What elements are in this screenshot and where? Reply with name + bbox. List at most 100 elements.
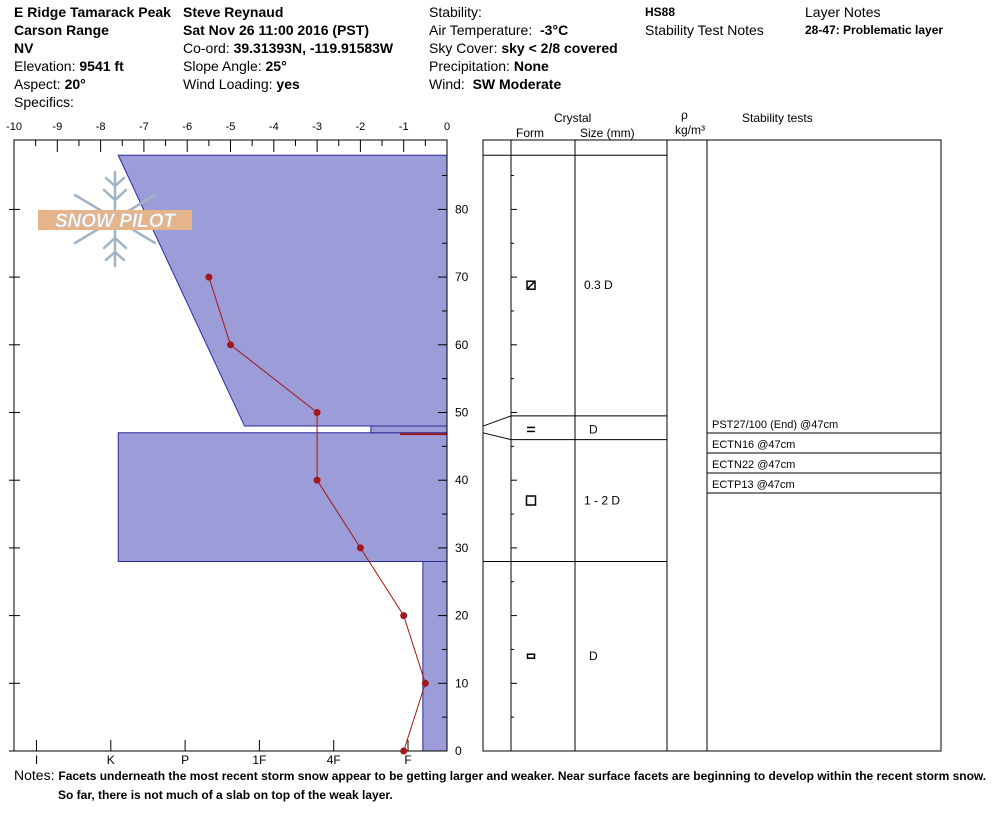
crystal-size-label: 1 - 2 D bbox=[584, 494, 620, 508]
temp-tick-label: -4 bbox=[269, 121, 279, 133]
temp-tick-label: -1 bbox=[399, 121, 409, 133]
range-name: Carson Range bbox=[14, 22, 109, 38]
height-axis: 0 10 20 30 40 50 60 70 80 bbox=[9, 175, 469, 758]
height-tick-label: 20 bbox=[455, 609, 469, 623]
form-header: Form bbox=[516, 126, 544, 140]
hardness-tick-label: P bbox=[181, 753, 189, 767]
notes-label: Notes: bbox=[14, 767, 55, 783]
hardness-profile bbox=[117, 154, 448, 752]
slope-row: Slope Angle: 25° bbox=[183, 58, 287, 74]
hardness-layer bbox=[117, 432, 448, 562]
graupel-icon bbox=[526, 280, 536, 290]
graupel-icon-slash bbox=[526, 280, 536, 290]
temp-tick-label: -9 bbox=[52, 121, 62, 133]
temp-tick-label: -5 bbox=[226, 121, 236, 133]
temperature-point bbox=[400, 747, 408, 755]
crystal-size-label: D bbox=[589, 649, 598, 663]
temp-tick-label: -6 bbox=[182, 121, 192, 133]
stability-test-label: ECTN22 @47cm bbox=[712, 459, 795, 471]
aspect-value: 20° bbox=[64, 76, 86, 92]
layer-columns: 0.3 D D 1 - 2 D D PST27/100 (End) @47cm ECTN1… bbox=[482, 139, 942, 752]
sky-row: Sky Cover: sky < 2/8 covered bbox=[429, 40, 618, 56]
wind-row: Wind: SW Moderate bbox=[429, 76, 562, 92]
snowpilot-logo-text: SNOW PILOT bbox=[55, 211, 177, 232]
temp-tick-label: -8 bbox=[96, 121, 106, 133]
temperature-point bbox=[313, 409, 321, 416]
obs-datetime: Sat Nov 26 11:00 2016 (PST) bbox=[183, 22, 369, 38]
wind-value: SW Moderate bbox=[472, 76, 562, 92]
sky-value: sky < 2/8 covered bbox=[501, 40, 618, 56]
facet-icon bbox=[525, 495, 537, 506]
layer-boundary bbox=[482, 415, 667, 427]
temperature-point bbox=[313, 476, 321, 484]
height-tick-label: 40 bbox=[455, 473, 469, 487]
temperature-point bbox=[227, 341, 234, 349]
stability-frame bbox=[706, 139, 942, 752]
location-name: E Ridge Tamarack Peak bbox=[14, 4, 171, 20]
aspect-row: Aspect: 20° bbox=[14, 76, 86, 92]
coord-value: 39.31393N, -119.91583W bbox=[233, 40, 394, 56]
hardness-tick-label: I bbox=[35, 753, 38, 767]
height-tick-label: 60 bbox=[455, 338, 469, 352]
crystal-header: Crystal bbox=[554, 111, 592, 125]
precip-value: None bbox=[513, 58, 549, 74]
stability-test-label: ECTN16 @47cm bbox=[712, 439, 795, 451]
density-unit: kg/m³ bbox=[675, 123, 705, 137]
wind-loading-row: Wind Loading: yes bbox=[183, 76, 300, 92]
height-tick-label: 50 bbox=[455, 406, 469, 420]
crystal-size-label: 0.3 D bbox=[584, 278, 613, 292]
stability-test-label: PST27/100 (End) @47cm bbox=[712, 419, 838, 431]
temperature-profile bbox=[205, 273, 429, 755]
wind-loading-value: yes bbox=[276, 76, 300, 92]
hardness-axis: I K P 1F 4F F bbox=[35, 740, 412, 767]
temperature-axis: -10 -9 -8 -7 -6 -5 -4 -3 -2 -1 0 bbox=[6, 121, 450, 152]
hardness-layer bbox=[370, 425, 448, 434]
precip-row: Precipitation: None bbox=[429, 58, 549, 74]
stability-test-label: ECTP13 @47cm bbox=[712, 479, 795, 491]
notes-row: Notes: Facets underneath the most recent… bbox=[14, 766, 986, 785]
stability-test-notes-label: Stability Test Notes bbox=[645, 22, 764, 38]
notes-line-1: Facets underneath the most recent storm … bbox=[58, 769, 987, 783]
temp-tick-label: 0 bbox=[444, 121, 450, 133]
layer-note: 28-47: Problematic layer bbox=[805, 23, 944, 37]
slope-value: 25° bbox=[265, 58, 287, 74]
hardness-tick-label: K bbox=[107, 753, 115, 767]
stability-tests-header: Stability tests bbox=[742, 111, 813, 125]
height-tick-label: 30 bbox=[455, 541, 469, 555]
hardness-layer bbox=[422, 560, 448, 752]
state-name: NV bbox=[14, 40, 34, 56]
specifics-label: Specifics: bbox=[14, 94, 74, 110]
temp-tick-label: -7 bbox=[139, 121, 149, 133]
rounded-icon bbox=[526, 653, 536, 659]
hardness-tick-label: 4F bbox=[327, 753, 341, 767]
temperature-point bbox=[205, 273, 213, 281]
hardness-tick-label: 1F bbox=[252, 753, 266, 767]
temperature-point bbox=[421, 679, 429, 687]
height-tick-label: 10 bbox=[455, 676, 469, 690]
snowpilot-logo: SNOW PILOT bbox=[38, 170, 192, 268]
height-tick-label: 80 bbox=[455, 202, 469, 216]
elevation-row: Elevation: 9541 ft bbox=[14, 58, 124, 74]
layer-notes-label: Layer Notes bbox=[805, 4, 881, 20]
observer-name: Steve Reynaud bbox=[183, 4, 284, 20]
hardness-tick-label: F bbox=[404, 753, 411, 767]
notes-line-2: So far, there is not much of a slab on t… bbox=[58, 788, 393, 802]
crystal-size-label: D bbox=[589, 422, 598, 436]
elevation-value: 9541 ft bbox=[79, 58, 124, 74]
temperature-point bbox=[356, 544, 364, 552]
hs-value: HS88 bbox=[645, 5, 676, 19]
layer-boundary bbox=[482, 432, 667, 441]
height-tick-label: 0 bbox=[455, 744, 462, 758]
profile-frame bbox=[13, 139, 448, 752]
air-temp-row: Air Temperature: -3°C bbox=[429, 22, 569, 38]
temp-tick-label: -10 bbox=[6, 121, 22, 133]
density-header: ρ bbox=[681, 108, 688, 122]
air-temp-value: -3°C bbox=[540, 22, 569, 38]
size-header: Size (mm) bbox=[580, 126, 635, 140]
coord-row: Co-ord: 39.31393N, -119.91583W bbox=[183, 40, 394, 56]
height-tick-label: 70 bbox=[455, 270, 469, 284]
temp-tick-label: -3 bbox=[312, 121, 322, 133]
density-frame bbox=[666, 139, 708, 752]
temp-tick-label: -2 bbox=[356, 121, 366, 133]
